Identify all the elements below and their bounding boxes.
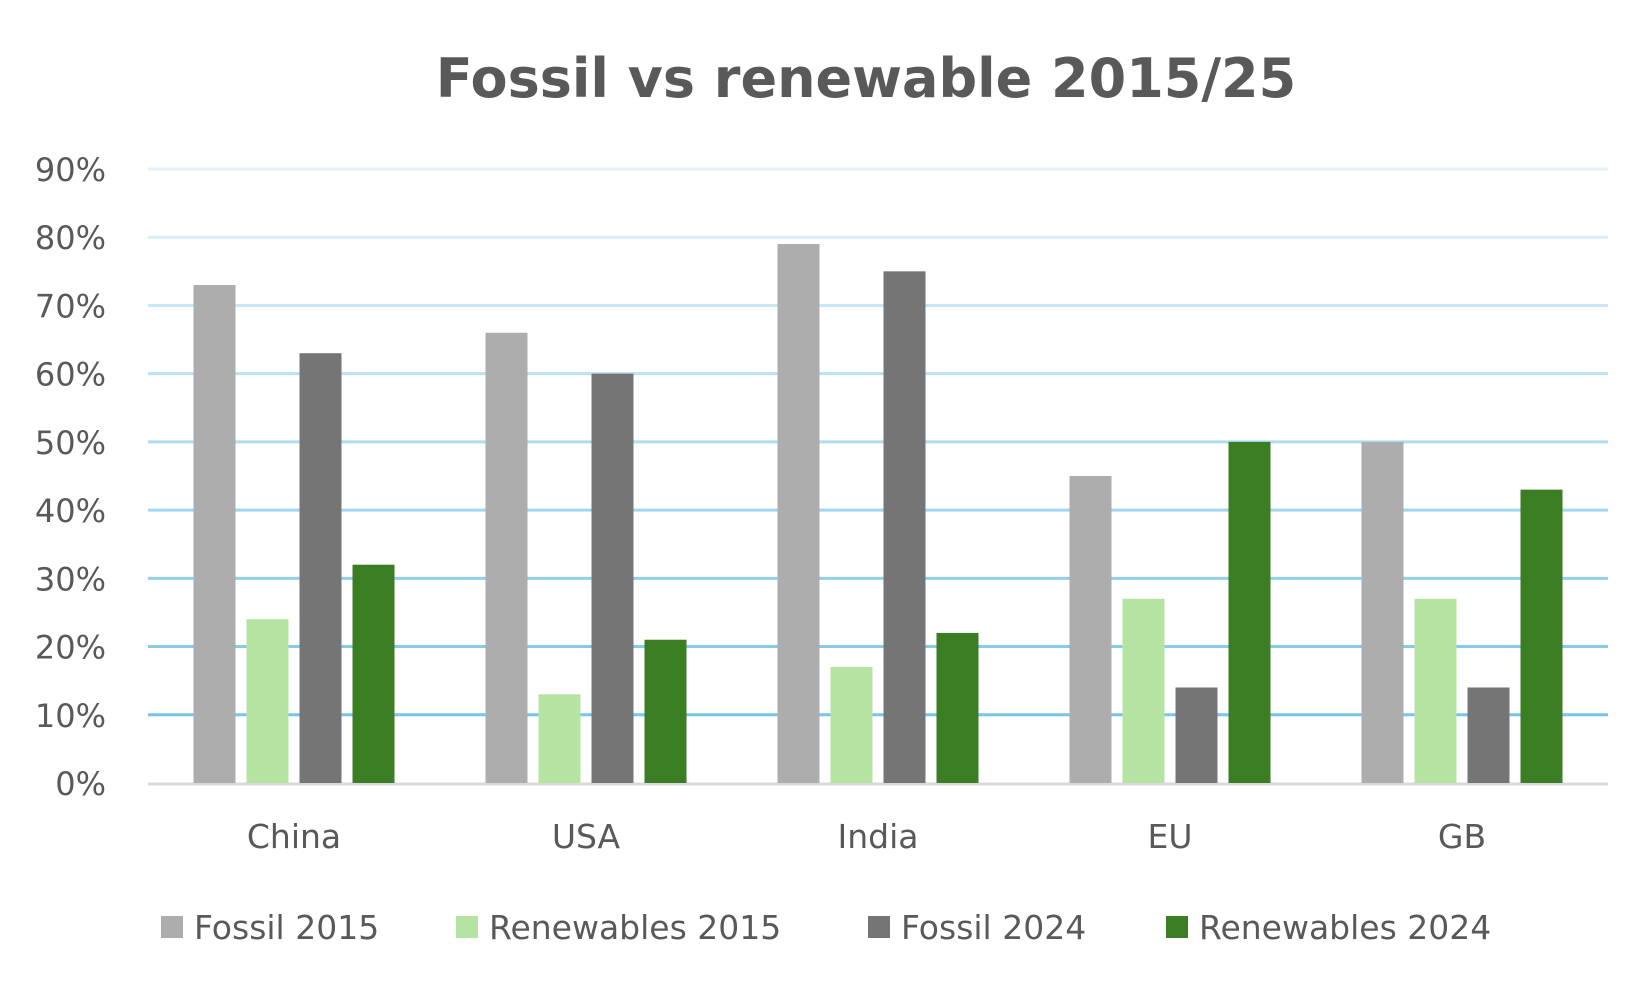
bar-gb-renewables-2024: [1520, 489, 1563, 783]
bar-china-fossil-2024: [299, 353, 342, 783]
y-tick-label: 60%: [35, 356, 106, 394]
x-tick-label: China: [247, 817, 341, 856]
legend-swatch: [161, 916, 183, 938]
x-tick-label: USA: [552, 817, 621, 856]
legend-item: Fossil 2015: [161, 908, 379, 947]
bar-eu-fossil-2024: [1175, 687, 1218, 783]
legend-label: Fossil 2024: [901, 908, 1086, 947]
y-tick-label: 30%: [35, 560, 106, 598]
legend-swatch: [1166, 916, 1188, 938]
x-tick-label: GB: [1438, 817, 1486, 856]
bar-usa-renewables-2015: [538, 694, 581, 783]
bar-india-renewables-2015: [830, 667, 873, 783]
y-tick-label: 10%: [35, 697, 106, 735]
legend-swatch: [456, 916, 478, 938]
bar-china-renewables-2024: [352, 564, 395, 783]
y-tick-label: 90%: [35, 151, 106, 189]
legend-item: Renewables 2024: [1166, 908, 1491, 947]
bar-eu-fossil-2015: [1069, 476, 1112, 783]
legend-label: Renewables 2015: [489, 908, 781, 947]
bar-china-renewables-2015: [246, 619, 289, 783]
x-axis-labels: China USA India EU GB: [247, 817, 1486, 856]
bar-china-fossil-2015: [193, 284, 236, 783]
bar-gb-fossil-2015: [1361, 441, 1404, 783]
y-tick-label: 50%: [35, 424, 106, 462]
bars: [193, 244, 1563, 784]
legend-label: Renewables 2024: [1199, 908, 1491, 947]
y-tick-label: 80%: [35, 219, 106, 257]
bar-gb-renewables-2015: [1414, 598, 1457, 783]
y-tick-label: 70%: [35, 287, 106, 325]
legend: Fossil 2015 Renewables 2015 Fossil 2024 Ren…: [161, 908, 1491, 947]
y-tick-label: 0%: [55, 765, 106, 803]
bar-eu-renewables-2015: [1122, 598, 1165, 783]
x-tick-label: EU: [1147, 817, 1192, 856]
bar-eu-renewables-2024: [1228, 441, 1271, 783]
x-tick-label: India: [838, 817, 919, 856]
legend-item: Renewables 2015: [456, 908, 781, 947]
legend-item: Fossil 2024: [868, 908, 1086, 947]
bar-usa-fossil-2015: [485, 332, 528, 783]
y-tick-label: 20%: [35, 629, 106, 667]
y-axis-labels: 0% 10% 20% 30% 40% 50% 60% 70% 80% 90%: [35, 151, 106, 803]
chart-title: Fossil vs renewable 2015/25: [436, 47, 1296, 110]
bar-usa-fossil-2024: [591, 373, 634, 783]
bar-india-renewables-2024: [936, 632, 979, 783]
legend-swatch: [868, 916, 890, 938]
y-tick-label: 40%: [35, 492, 106, 530]
legend-label: Fossil 2015: [194, 908, 379, 947]
bar-india-fossil-2024: [883, 271, 926, 783]
bar-usa-renewables-2024: [644, 639, 687, 783]
bar-gb-fossil-2024: [1467, 687, 1510, 783]
bar-india-fossil-2015: [777, 244, 820, 784]
